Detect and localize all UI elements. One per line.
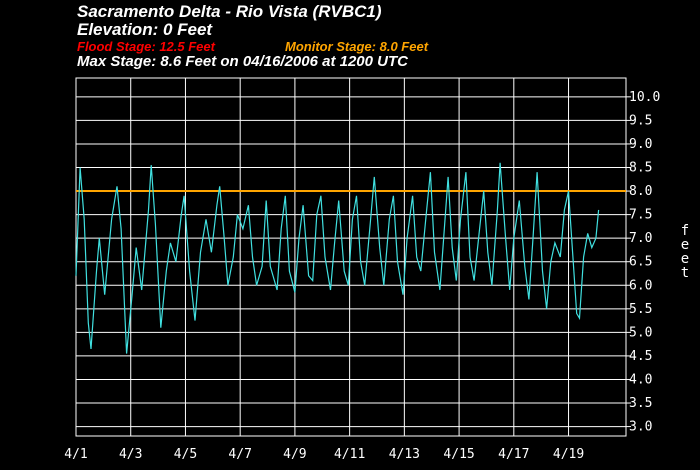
- stage-series-line: [75, 162, 600, 354]
- y-tick-label: 3.0: [629, 420, 652, 435]
- x-tick-label: 4/1: [64, 447, 87, 462]
- y-tick-label: 6.0: [629, 278, 652, 293]
- x-tick-label: 4/9: [283, 447, 306, 462]
- x-tick-label: 4/17: [498, 447, 529, 462]
- y-tick-label: 5.5: [629, 302, 652, 317]
- x-tick-label: 4/7: [228, 447, 251, 462]
- max-stage-label: Max Stage: 8.6 Feet on 04/16/2006 at 120…: [77, 53, 408, 70]
- y-tick-label: 7.0: [629, 231, 652, 246]
- x-tick-label: 4/15: [443, 447, 474, 462]
- y-tick-label: 8.5: [629, 161, 652, 176]
- y-tick-label: 8.0: [629, 184, 652, 199]
- plot-frame: [75, 77, 627, 437]
- y-tick-label: 4.5: [629, 349, 652, 364]
- flood-stage-label: Flood Stage: 12.5 Feet: [77, 39, 215, 54]
- x-tick-label: 4/13: [389, 447, 420, 462]
- y-tick-label: 4.0: [629, 372, 652, 387]
- x-tick-label: 4/5: [174, 447, 197, 462]
- y-axis-label: feet: [680, 223, 690, 281]
- y-tick-label: 10.0: [629, 90, 660, 105]
- y-tick-label: 9.5: [629, 113, 652, 128]
- chart-title: Sacramento Delta - Rio Vista (RVBC1): [77, 2, 382, 21]
- x-tick-label: 4/11: [334, 447, 365, 462]
- y-tick-label: 3.5: [629, 396, 652, 411]
- x-tick-label: 4/19: [553, 447, 584, 462]
- y-tick-label: 7.5: [629, 208, 652, 223]
- y-tick-label: 9.0: [629, 137, 652, 152]
- y-tick-label: 5.0: [629, 325, 652, 340]
- elevation-label: Elevation: 0 Feet: [77, 20, 213, 39]
- monitor-stage-label: Monitor Stage: 8.0 Feet: [285, 39, 429, 54]
- y-tick-label: 6.5: [629, 255, 652, 270]
- x-tick-label: 4/3: [119, 447, 142, 462]
